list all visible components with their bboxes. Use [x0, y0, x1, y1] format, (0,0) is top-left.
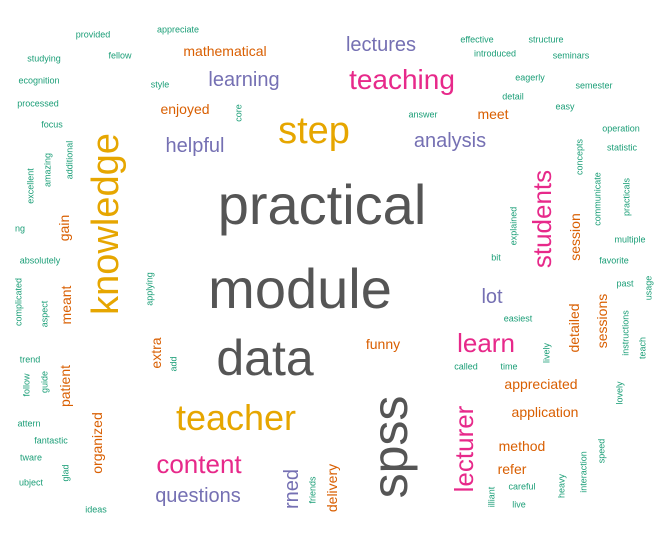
word-guide: guide	[39, 370, 50, 394]
word-knowledge: knowledge	[85, 133, 127, 315]
word-appreciated: appreciated	[504, 376, 578, 392]
word-friends: friends	[307, 476, 318, 504]
word-live: live	[512, 499, 526, 510]
word-lectures: lectures	[345, 34, 417, 56]
word-effective: effective	[460, 34, 494, 45]
word-interaction: interaction	[578, 451, 589, 493]
word-funny: funny	[365, 336, 401, 352]
word-detailed: detailed	[566, 303, 582, 353]
word-meet: meet	[477, 106, 509, 122]
word-instructions: instructions	[620, 310, 631, 356]
word-attern: attern	[17, 418, 41, 429]
word-focus: focus	[41, 119, 63, 130]
word-content: content	[156, 449, 242, 479]
word-past: past	[616, 278, 634, 289]
word-easy: easy	[555, 101, 575, 112]
word-lovely: lovely	[614, 381, 625, 405]
word-excellent: excellent	[25, 168, 36, 204]
word-seminars: seminars	[552, 50, 590, 61]
word-ng: ng	[14, 223, 26, 234]
word-ecognition: ecognition	[18, 75, 60, 86]
word-teach: teach	[637, 336, 648, 360]
word-fellow: fellow	[108, 50, 132, 61]
word-add: add	[168, 356, 179, 372]
word-provided: provided	[75, 29, 111, 40]
word-easiest: easiest	[503, 313, 533, 324]
word-introduced: introduced	[473, 48, 517, 59]
word-careful: careful	[508, 481, 536, 492]
word-processed: processed	[17, 98, 59, 109]
word-glad: glad	[60, 464, 71, 482]
word-tware: tware	[19, 452, 43, 463]
word-learn: learn	[457, 328, 515, 358]
word-practicals: practicals	[621, 177, 632, 217]
word-students: students	[527, 169, 557, 269]
word-absolutely: absolutely	[19, 255, 61, 266]
word-style: style	[150, 79, 170, 90]
word-complicated: complicated	[13, 277, 24, 327]
word-module: module	[208, 257, 392, 320]
word-spss: spss	[362, 395, 418, 499]
word-structure: structure	[528, 34, 564, 45]
word-patient: patient	[57, 364, 73, 408]
word-follow: follow	[21, 373, 32, 397]
word-learning: learning	[208, 69, 280, 91]
word-aspect: aspect	[39, 300, 50, 328]
word-teacher: teacher	[175, 397, 297, 438]
word-favorite: favorite	[599, 255, 629, 266]
word-communicate: communicate	[592, 172, 603, 226]
word-amazing: amazing	[42, 152, 53, 188]
word-applying: applying	[144, 272, 155, 306]
word-multiple: multiple	[614, 234, 646, 245]
word-illiant: illiant	[486, 486, 497, 508]
word-operation: operation	[602, 123, 640, 134]
word-delivery: delivery	[324, 463, 340, 513]
word-lot: lot	[481, 286, 503, 308]
word-session: session	[567, 213, 583, 261]
word-refer: refer	[497, 461, 527, 477]
word-called: called	[454, 361, 478, 372]
word-extra: extra	[148, 337, 164, 369]
word-core: core	[233, 104, 244, 122]
word-heavy: heavy	[556, 473, 567, 499]
word-step: step	[278, 110, 350, 152]
word-answer: answer	[408, 109, 438, 120]
word-meant: meant	[58, 285, 74, 325]
word-teaching: teaching	[349, 64, 455, 95]
word-detail: detail	[502, 91, 524, 102]
word-additional: additional	[64, 140, 75, 180]
word-semester: semester	[575, 80, 613, 91]
word-lecturer: lecturer	[449, 405, 479, 493]
word-appreciate: appreciate	[156, 24, 200, 35]
word-analysis: analysis	[413, 130, 487, 152]
word-ubject: ubject	[18, 477, 44, 488]
word-statistic: statistic	[606, 142, 638, 153]
word-fantastic: fantastic	[34, 435, 68, 446]
word-studying: studying	[27, 53, 61, 64]
word-trend: trend	[19, 354, 41, 365]
word-enjoyed: enjoyed	[160, 101, 210, 117]
word-method: method	[498, 438, 546, 454]
word-speed: speed	[596, 438, 607, 464]
word-usage: usage	[643, 275, 654, 301]
word-concepts: concepts	[574, 138, 585, 176]
word-lively: lively	[541, 342, 552, 364]
word-gain: gain	[56, 214, 72, 242]
word-helpful: helpful	[165, 135, 225, 157]
word-time: time	[500, 361, 518, 372]
word-ideas: ideas	[85, 504, 107, 515]
word-organized: organized	[89, 412, 105, 474]
word-sessions: sessions	[594, 293, 610, 349]
word-rned: rned	[281, 468, 303, 510]
word-questions: questions	[155, 485, 241, 507]
word-mathematical: mathematical	[183, 43, 267, 59]
word-practical: practical	[217, 173, 427, 236]
word-bit: bit	[491, 252, 501, 263]
word-data: data	[216, 330, 314, 386]
word-explained: explained	[508, 206, 519, 246]
word-eagerly: eagerly	[515, 72, 545, 83]
word-application: application	[511, 404, 579, 420]
